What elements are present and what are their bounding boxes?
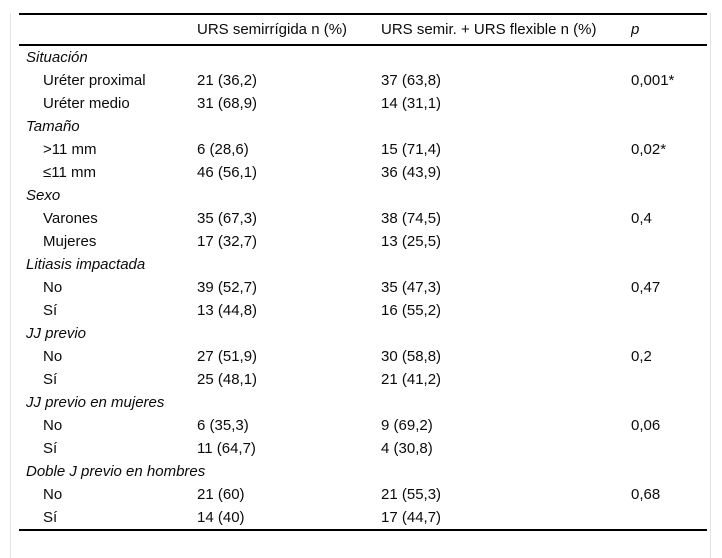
- cell-urs-combined: 35 (47,3): [381, 279, 442, 296]
- cell-urs-semirigid: 6 (28,6): [197, 141, 249, 158]
- table-row: Varones 35 (67,3) 38 (74,5) 0,4: [19, 207, 707, 230]
- header-col-urs-semirigid: URS semirrígida n (%): [197, 21, 348, 38]
- section-label: Doble J previo en hombres: [26, 463, 206, 480]
- cell-urs-semirigid: 11 (64,7): [197, 440, 256, 457]
- cell-urs-combined: 15 (71,4): [381, 141, 442, 158]
- section-header-row: JJ previo: [19, 322, 707, 345]
- cell-urs-semirigid: 46 (56,1): [197, 164, 258, 181]
- header-col-p: p: [631, 21, 640, 38]
- table-row: Sí 25 (48,1) 21 (41,2): [19, 368, 707, 391]
- table-row: Sí 14 (40) 17 (44,7): [19, 506, 707, 530]
- paper-table-page: URS semirrígida n (%) URS semir. + URS f…: [10, 13, 711, 558]
- table-row: No 27 (51,9) 30 (58,8) 0,2: [19, 345, 707, 368]
- cell-urs-combined: 16 (55,2): [381, 302, 442, 319]
- cell-urs-semirigid: 13 (44,8): [197, 302, 258, 319]
- cell-urs-combined: 21 (41,2): [381, 371, 442, 388]
- cell-urs-semirigid: 25 (48,1): [197, 371, 258, 388]
- cell-urs-semirigid: 21 (60): [197, 486, 245, 503]
- cell-urs-semirigid: 31 (68,9): [197, 95, 258, 112]
- cell-p-value: [631, 506, 707, 530]
- row-label: >11 mm: [43, 141, 97, 158]
- cell-p-value: 0,2: [631, 348, 652, 365]
- row-label: ≤11 mm: [43, 164, 96, 181]
- section-header-row: Litiasis impactada: [19, 253, 707, 276]
- cell-p-value: [631, 230, 707, 253]
- table-row: No 21 (60) 21 (55,3) 0,68: [19, 483, 707, 506]
- cell-urs-combined: 17 (44,7): [381, 509, 442, 526]
- section-header-row: Tamaño: [19, 115, 707, 138]
- cell-p-value: 0,06: [631, 417, 661, 434]
- cell-p-value: 0,4: [631, 210, 652, 227]
- row-label: No: [43, 279, 63, 296]
- cell-urs-semirigid: 35 (67,3): [197, 210, 258, 227]
- cell-urs-combined: 9 (69,2): [381, 417, 433, 434]
- cell-urs-semirigid: 21 (36,2): [197, 72, 258, 89]
- header-row: URS semirrígida n (%) URS semir. + URS f…: [19, 14, 707, 45]
- table-row: No 39 (52,7) 35 (47,3) 0,47: [19, 276, 707, 299]
- section-header-row: JJ previo en mujeres: [19, 391, 707, 414]
- table-header: URS semirrígida n (%) URS semir. + URS f…: [19, 14, 707, 45]
- row-label: Uréter medio: [43, 95, 130, 112]
- table-row: Sí 13 (44,8) 16 (55,2): [19, 299, 707, 322]
- table-body: Situación Uréter proximal 21 (36,2) 37 (63,…: [19, 45, 707, 530]
- table-row: Uréter proximal 21 (36,2) 37 (63,8) 0,001*: [19, 69, 707, 92]
- section-header-row: Doble J previo en hombres: [19, 460, 707, 483]
- cell-p-value: [631, 161, 707, 184]
- section-label: JJ previo en mujeres: [26, 394, 165, 411]
- section-header-row: Sexo: [19, 184, 707, 207]
- cell-urs-semirigid: 17 (32,7): [197, 233, 258, 250]
- table-row: Mujeres 17 (32,7) 13 (25,5): [19, 230, 707, 253]
- cell-urs-combined: 4 (30,8): [381, 440, 433, 457]
- row-label: Sí: [43, 509, 58, 526]
- row-label: Varones: [43, 210, 98, 227]
- table-row: No 6 (35,3) 9 (69,2) 0,06: [19, 414, 707, 437]
- cell-urs-semirigid: 6 (35,3): [197, 417, 249, 434]
- cell-p-value: 0,68: [631, 486, 661, 503]
- row-label: Mujeres: [43, 233, 97, 250]
- header-col-urs-combined: URS semir. + URS flexible n (%): [381, 21, 597, 38]
- row-label: No: [43, 417, 63, 434]
- table-row: >11 mm 6 (28,6) 15 (71,4) 0,02*: [19, 138, 707, 161]
- row-label: Sí: [43, 371, 58, 388]
- cell-urs-combined: 21 (55,3): [381, 486, 442, 503]
- cell-urs-combined: 36 (43,9): [381, 164, 442, 181]
- section-label: Situación: [26, 49, 88, 66]
- cell-p-value: 0,001*: [631, 72, 675, 89]
- cell-urs-combined: 30 (58,8): [381, 348, 442, 365]
- section-header-row: Situación: [19, 45, 707, 69]
- cell-urs-combined: 37 (63,8): [381, 72, 442, 89]
- section-label: Litiasis impactada: [26, 256, 146, 273]
- cell-p-value: [631, 368, 707, 391]
- row-label: No: [43, 348, 63, 365]
- header-col-empty: [19, 14, 197, 45]
- table-row: Sí 11 (64,7) 4 (30,8): [19, 437, 707, 460]
- row-label: No: [43, 486, 63, 503]
- comparison-table: URS semirrígida n (%) URS semir. + URS f…: [19, 13, 707, 531]
- table-row: Uréter medio 31 (68,9) 14 (31,1): [19, 92, 707, 115]
- cell-urs-combined: 38 (74,5): [381, 210, 442, 227]
- cell-p-value: 0,47: [631, 279, 661, 296]
- cell-p-value: [631, 437, 707, 460]
- cell-urs-semirigid: 27 (51,9): [197, 348, 258, 365]
- cell-urs-semirigid: 14 (40): [197, 509, 245, 526]
- cell-urs-combined: 13 (25,5): [381, 233, 442, 250]
- row-label: Sí: [43, 440, 58, 457]
- cell-urs-semirigid: 39 (52,7): [197, 279, 258, 296]
- section-label: Sexo: [26, 187, 61, 204]
- table-row: ≤11 mm 46 (56,1) 36 (43,9): [19, 161, 707, 184]
- cell-p-value: [631, 92, 707, 115]
- cell-p-value: 0,02*: [631, 141, 667, 158]
- row-label: Uréter proximal: [43, 72, 146, 89]
- row-label: Sí: [43, 302, 58, 319]
- cell-p-value: [631, 299, 707, 322]
- cell-urs-combined: 14 (31,1): [381, 95, 442, 112]
- section-label: Tamaño: [26, 118, 80, 135]
- section-label: JJ previo: [26, 325, 87, 342]
